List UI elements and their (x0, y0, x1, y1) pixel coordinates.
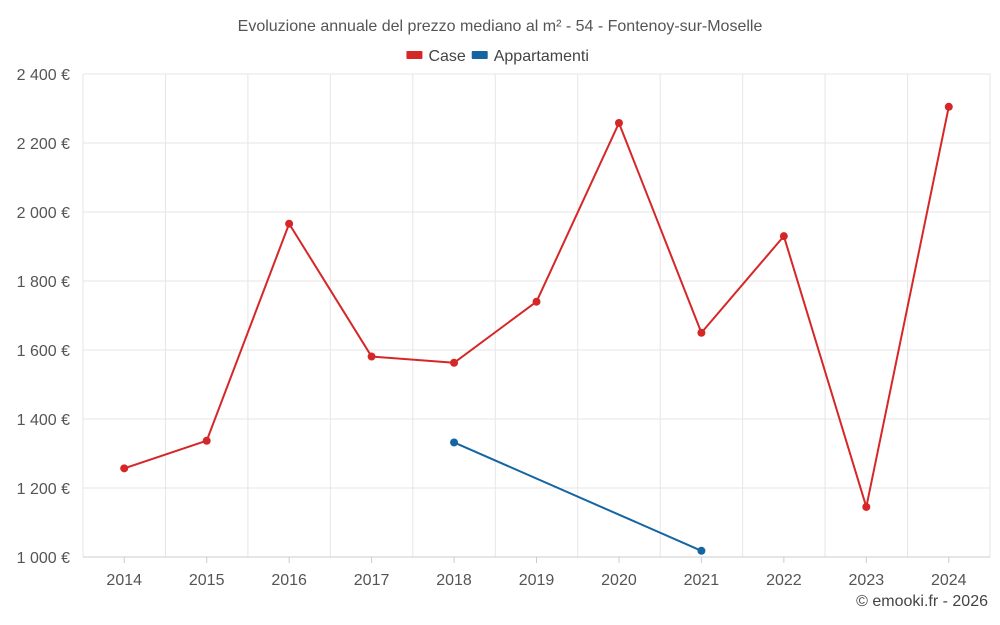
data-point-appartamenti (450, 438, 459, 447)
y-tick-label: 1 800 € (17, 274, 70, 291)
x-tick-label: 2024 (931, 572, 967, 589)
data-point-case (614, 118, 623, 127)
y-axis: 1 000 € 1 200 € 1 400 € 1 600 € 1 800 € 2 000… (17, 67, 70, 567)
x-axis: 2014 2015 2016 2017 2018 2019 2020 2021 2022 2023… (83, 556, 990, 589)
data-point-case (450, 358, 459, 367)
y-tick-label: 1 200 € (17, 481, 70, 498)
legend-label-appartamenti: Appartamenti (494, 48, 589, 65)
data-point-case (367, 352, 376, 361)
x-tick-label: 2014 (106, 572, 142, 589)
data-point-case (697, 328, 706, 337)
y-tick-label: 2 400 € (17, 67, 70, 84)
grid-lines (82, 73, 991, 557)
data-point-case (862, 502, 871, 511)
legend-swatch-case (406, 51, 423, 59)
x-tick-label: 2016 (271, 572, 307, 589)
x-tick-label: 2021 (684, 572, 720, 589)
data-point-appartamenti (697, 546, 706, 555)
x-tick-label: 2020 (601, 572, 637, 589)
data-point-case (202, 436, 211, 445)
y-tick-label: 1 400 € (17, 412, 70, 429)
series-line-appartamenti (453, 441, 702, 552)
chart-title: Evoluzione annuale del prezzo mediano al… (238, 18, 763, 35)
data-point-case (285, 219, 294, 228)
x-tick-label: 2019 (519, 572, 555, 589)
legend-swatch-appartamenti (471, 51, 488, 59)
data-point-case (532, 297, 541, 306)
series-group (120, 102, 953, 555)
x-tick-label: 2015 (189, 572, 225, 589)
y-tick-label: 2 200 € (17, 136, 70, 153)
y-tick-label: 2 000 € (17, 205, 70, 222)
x-tick-label: 2023 (849, 572, 885, 589)
x-tick-label: 2017 (354, 572, 390, 589)
legend-label-case: Case (428, 48, 465, 65)
data-point-case (944, 102, 953, 111)
y-tick-label: 1 600 € (17, 343, 70, 360)
credit-text: © emooki.fr - 2026 (856, 593, 988, 610)
y-tick-label: 1 000 € (17, 550, 70, 567)
x-tick-label: 2022 (766, 572, 802, 589)
x-tick-label: 2018 (436, 572, 472, 589)
data-point-case (120, 464, 129, 473)
data-point-case (779, 232, 788, 241)
chart-legend: Case Appartamenti (406, 48, 589, 65)
